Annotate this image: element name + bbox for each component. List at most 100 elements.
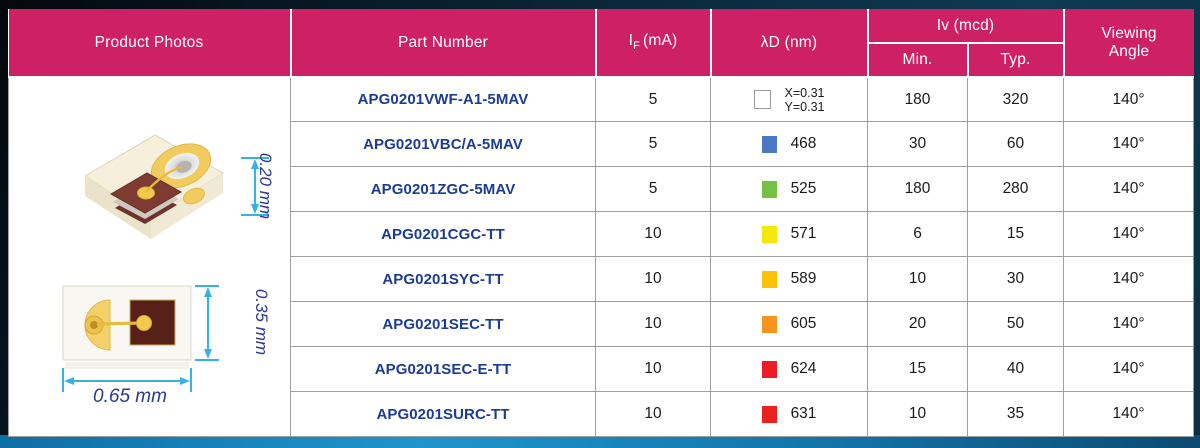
part-number: APG0201VBC/A-5MAV xyxy=(290,121,596,168)
iv-typ-value: 320 xyxy=(966,76,1065,123)
forward-current-value: 5 xyxy=(595,76,711,123)
forward-current-value: 5 xyxy=(595,166,711,213)
iv-typ-value: 15 xyxy=(966,211,1065,258)
viewing-angle-value: 140° xyxy=(1063,121,1195,168)
forward-current-value: 10 xyxy=(595,256,711,303)
product-photos-cell: 0.20 mm xyxy=(8,76,291,437)
header-dominant-wavelength: λD (nm) xyxy=(709,9,869,78)
viewing-angle-value: 140° xyxy=(1063,211,1195,258)
background-blue-band xyxy=(0,435,1200,448)
color-swatch xyxy=(761,360,777,378)
dominant-wavelength-cell: 525 xyxy=(710,166,868,213)
header-iv-typ: Typ. xyxy=(966,42,1064,78)
color-swatch xyxy=(761,225,777,243)
color-swatch xyxy=(761,270,777,288)
table-row: APG0201ZGC-5MAV 5 525 180 280 140° xyxy=(9,166,1195,213)
iv-typ-value: 50 xyxy=(966,301,1065,348)
part-number: APG0201CGC-TT xyxy=(290,211,596,258)
part-number: APG0201SEC-TT xyxy=(290,301,596,348)
header-product-photos: Product Photos xyxy=(8,9,292,78)
forward-current-value: 10 xyxy=(595,346,711,393)
part-number: APG0201VWF-A1-5MAV xyxy=(290,76,596,123)
iv-typ-value: 30 xyxy=(966,256,1065,303)
led-gold-pad xyxy=(150,143,212,205)
led-chip-stack xyxy=(109,165,183,224)
forward-current-value: 10 xyxy=(595,301,711,348)
viewing-angle-value: 140° xyxy=(1063,256,1195,303)
forward-current-value: 10 xyxy=(595,211,711,258)
wavelength-value: 631 xyxy=(790,405,817,423)
viewing-angle-value: 140° xyxy=(1063,76,1195,123)
header-part-number: Part Number xyxy=(289,9,597,78)
led-top-illustration xyxy=(62,285,219,392)
part-number: APG0201SEC-E-TT xyxy=(290,346,596,393)
viewing-angle-line2: Angle xyxy=(1108,42,1150,60)
table-row: APG0201VBC/A-5MAV 5 468 30 60 140° xyxy=(9,121,1195,168)
table-row: APG0201SURC-TT 10 631 10 35 140° xyxy=(9,391,1195,437)
iv-min-value: 180 xyxy=(867,166,968,213)
iv-typ-value: 280 xyxy=(966,166,1065,213)
led-photo-perspective: 0.20 mm xyxy=(47,122,287,262)
forward-current-value: 10 xyxy=(595,391,711,437)
dominant-wavelength-cell: 624 xyxy=(710,346,868,393)
wavelength-value: 589 xyxy=(790,270,817,288)
iv-typ-value: 40 xyxy=(966,346,1065,393)
iv-min-value: 180 xyxy=(867,76,968,123)
iv-min-value: 20 xyxy=(867,301,968,348)
if-unit: (mA) xyxy=(643,32,678,50)
wavelength-value: 571 xyxy=(790,225,817,243)
led-package-top xyxy=(62,285,192,369)
header-luminous-intensity: Iv (mcd) xyxy=(866,9,1065,44)
iv-min-value: 15 xyxy=(867,346,968,393)
dominant-wavelength-cell: 571 xyxy=(710,211,868,258)
wavelength-value: 468 xyxy=(790,135,817,153)
wavelength-value: 624 xyxy=(790,360,817,378)
iv-typ-value: 35 xyxy=(966,391,1065,437)
dominant-wavelength-cell: 605 xyxy=(710,301,868,348)
color-swatch xyxy=(761,405,777,423)
width-dimension-label: 0.65 mm xyxy=(93,386,167,407)
dimension-arrow-height xyxy=(195,285,219,361)
color-swatch xyxy=(761,180,777,198)
iv-min-value: 10 xyxy=(867,256,968,303)
if-symbol: I xyxy=(628,32,634,50)
led-photo-top-view: 0.35 mm 0.65 mm xyxy=(47,274,287,434)
dominant-wavelength-cell: 468 xyxy=(710,121,868,168)
color-swatch xyxy=(761,135,777,153)
product-photos-wrap: 0.20 mm xyxy=(9,78,290,436)
iv-min-value: 6 xyxy=(867,211,968,258)
dimension-arrow-width xyxy=(62,368,192,392)
table-header: Product Photos Part Number IF (mA) λD (nm… xyxy=(8,9,1194,78)
forward-current-value: 5 xyxy=(595,121,711,168)
table-body: 0.20 mm xyxy=(8,76,1195,437)
iv-min-value: 30 xyxy=(867,121,968,168)
table-row: APG0201SEC-E-TT 10 624 15 40 140° xyxy=(9,346,1195,393)
color-swatch xyxy=(753,90,771,110)
table-row: APG0201SEC-TT 10 605 20 50 140° xyxy=(9,301,1195,348)
iv-typ-value: 60 xyxy=(966,121,1065,168)
header-viewing-angle: Viewing Angle xyxy=(1062,9,1194,78)
chromaticity-coords: X=0.31 Y=0.31 xyxy=(784,85,825,114)
viewing-angle-value: 140° xyxy=(1063,346,1195,393)
part-number: APG0201SYC-TT xyxy=(290,256,596,303)
if-subscript: F xyxy=(633,40,641,53)
wavelength-value: 525 xyxy=(790,180,817,198)
part-number: APG0201SURC-TT xyxy=(290,391,596,437)
color-swatch xyxy=(761,315,777,333)
dimension-arrow-thickness xyxy=(241,157,269,216)
table-row: 0.20 mm xyxy=(8,76,1195,437)
header-iv-min: Min. xyxy=(867,42,969,78)
led-3d-illustration xyxy=(84,134,269,239)
dominant-wavelength-cell: X=0.31 Y=0.31 xyxy=(710,76,868,123)
header-forward-current: IF (mA) xyxy=(594,9,712,78)
part-number: APG0201ZGC-5MAV xyxy=(290,166,596,213)
viewing-angle-value: 140° xyxy=(1063,166,1195,213)
led-spec-table: Product Photos Part Number IF (mA) λD (nm… xyxy=(8,9,1195,437)
viewing-angle-value: 140° xyxy=(1063,391,1195,437)
iv-min-value: 10 xyxy=(867,391,968,437)
viewing-angle-line1: Viewing xyxy=(1101,24,1157,42)
thickness-dimension-label: 0.20 mm xyxy=(256,152,275,220)
table-row: APG0201SYC-TT 10 589 10 30 140° xyxy=(9,256,1195,303)
wavelength-value: 605 xyxy=(790,315,817,333)
